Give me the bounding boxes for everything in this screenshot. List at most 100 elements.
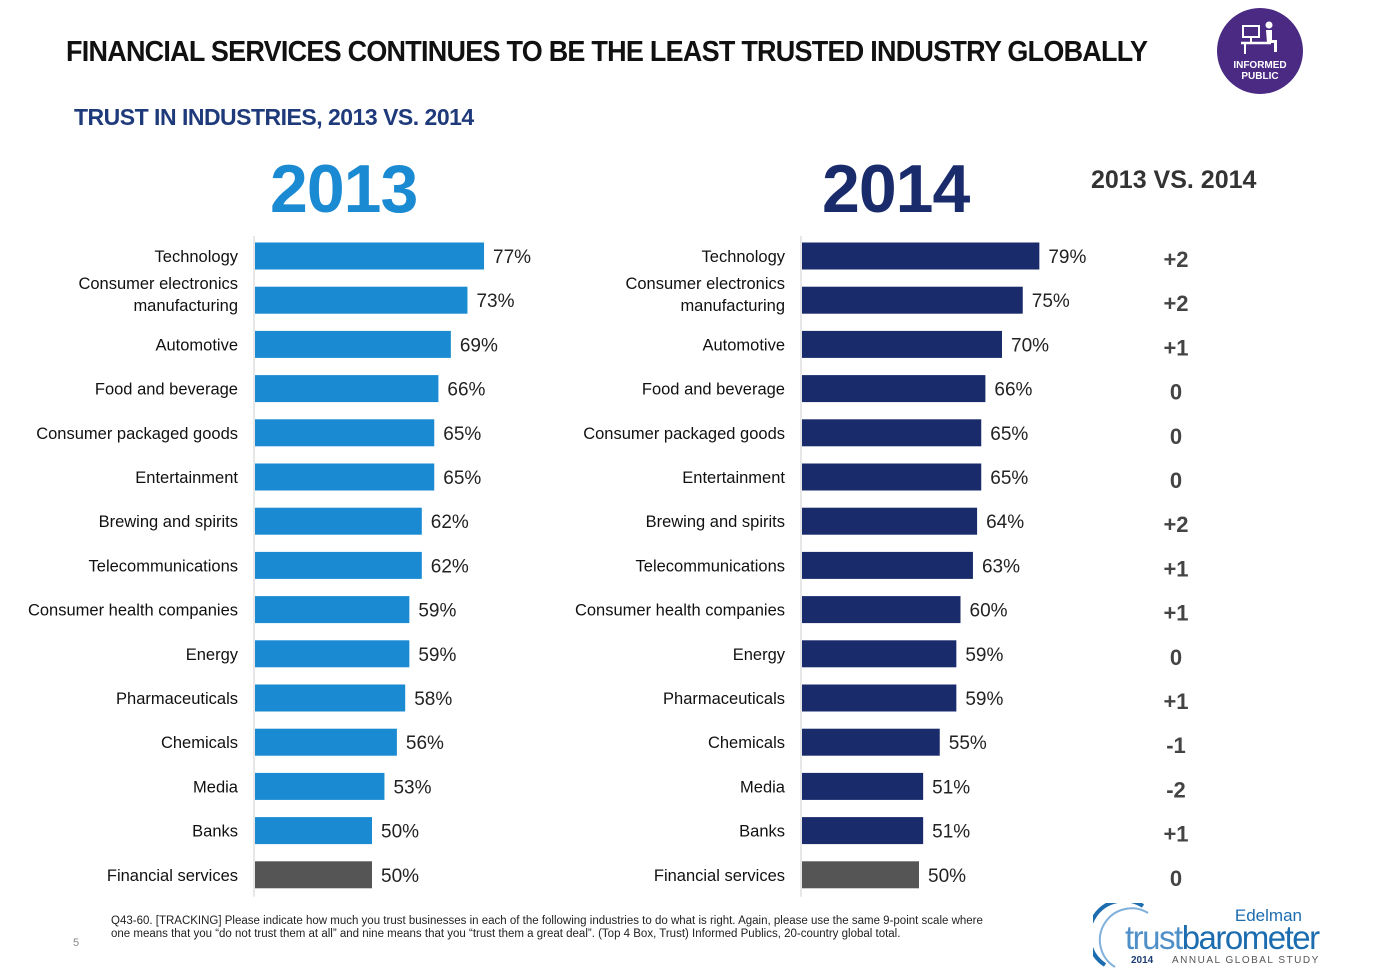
change-value: 0 (1170, 424, 1182, 449)
category-label-2013: Food and beverage (95, 381, 238, 399)
bar-2013 (255, 551, 422, 579)
value-label-2014: 70% (1011, 335, 1049, 356)
value-label-2013: 65% (443, 424, 481, 445)
value-label-2013: 59% (418, 645, 456, 666)
change-value: 0 (1170, 645, 1182, 670)
change-column-heading: 2013 VS. 2014 (1091, 166, 1257, 194)
category-label-2013: Banks (192, 823, 238, 841)
category-label-2014: Automotive (702, 336, 785, 354)
value-label-2013: 66% (447, 380, 485, 401)
bar-2014 (802, 375, 986, 403)
category-label-2014: Consumer health companies (575, 602, 785, 620)
value-label-2013: 50% (381, 822, 419, 843)
logo-brand: Edelman (1234, 906, 1302, 925)
value-label-2014: 65% (990, 468, 1028, 489)
category-label-2013: Media (193, 778, 239, 796)
value-label-2014: 65% (990, 424, 1028, 445)
footnote: Q43-60. [TRACKING] Please indicate how m… (111, 915, 1086, 941)
logo-year: 2014 (1131, 955, 1154, 966)
bar-2014 (802, 242, 1040, 270)
bar-2013 (255, 330, 451, 358)
value-label-2013: 69% (460, 335, 498, 356)
bar-2013 (255, 419, 435, 447)
value-label-2014: 50% (928, 866, 966, 887)
bar-2013 (255, 640, 410, 668)
change-value: -2 (1166, 777, 1186, 802)
change-value: +2 (1163, 512, 1188, 537)
category-label-2014: Consumer packaged goods (583, 425, 785, 443)
category-label-2014: Pharmaceuticals (663, 690, 785, 708)
category-label-2014: Telecommunications (636, 557, 785, 575)
category-label-2013: Financial services (107, 867, 238, 885)
category-label-2014: Technology (702, 248, 786, 266)
chart-subtitle: TRUST IN INDUSTRIES, 2013 VS. 2014 (74, 104, 474, 130)
change-value: +2 (1163, 247, 1188, 272)
value-label-2013: 53% (393, 777, 431, 798)
category-label-2013: Chemicals (161, 734, 238, 752)
informed-public-badge: INFORMED PUBLIC (1217, 8, 1303, 94)
bar-2014 (802, 419, 982, 447)
category-label-2014: Entertainment (682, 469, 785, 487)
change-value: +1 (1163, 601, 1188, 626)
category-label-2014: Brewing and spirits (646, 513, 785, 531)
change-value: 0 (1170, 866, 1182, 891)
category-label-2014: Consumer electronics manufacturing (625, 275, 785, 315)
bar-2013 (255, 463, 435, 491)
value-label-2013: 62% (431, 556, 469, 577)
logo-word-2: barometer (1181, 919, 1320, 956)
bar-2013 (255, 242, 485, 270)
bar-2014 (802, 507, 978, 535)
value-label-2013: 62% (431, 512, 469, 533)
category-label-2014: Energy (733, 646, 786, 664)
value-label-2014: 51% (932, 777, 970, 798)
value-label-2014: 59% (965, 645, 1003, 666)
logo-wordmark: trustbarometer (1125, 919, 1320, 957)
bar-2013 (255, 286, 468, 314)
bar-2014 (802, 817, 924, 845)
category-label-2013: Consumer packaged goods (36, 425, 238, 443)
change-value: +1 (1163, 335, 1188, 360)
value-label-2014: 63% (982, 556, 1020, 577)
category-label-2014: Food and beverage (642, 381, 785, 399)
category-label-2013: Consumer electronics manufacturing (78, 275, 238, 315)
bar-2013 (255, 507, 422, 535)
value-label-2013: 77% (493, 247, 531, 268)
trustbarometer-logo: Edelman trustbarometer 2014 ANNUAL GLOBA… (1093, 903, 1320, 973)
value-label-2013: 58% (414, 689, 452, 710)
change-value: +1 (1163, 689, 1188, 714)
category-label-2014: Media (740, 778, 786, 796)
change-value: -1 (1166, 733, 1186, 758)
value-label-2014: 66% (994, 380, 1032, 401)
panel-title-2013: 2013 (270, 151, 418, 227)
category-label-2013: Technology (155, 248, 239, 266)
value-label-2014: 64% (986, 512, 1024, 533)
bar-2013 (255, 375, 439, 403)
panel-title-2014: 2014 (822, 151, 970, 227)
value-label-2013: 65% (443, 468, 481, 489)
bar-2013 (255, 684, 406, 712)
bar-2014 (802, 330, 1002, 358)
bar-chart: 77% Technology 73% Consumer electronics manu… (28, 236, 1189, 897)
change-value: 0 (1170, 380, 1182, 405)
person-at-desk-icon (1241, 21, 1277, 54)
bar-2014 (802, 640, 957, 668)
category-label-2013: Entertainment (135, 469, 238, 487)
change-value: +1 (1163, 822, 1188, 847)
logo-arc-icon (1093, 903, 1149, 968)
bar-2014 (802, 728, 940, 756)
category-label-2014: Banks (739, 823, 785, 841)
badge-line-1: INFORMED (1233, 60, 1287, 71)
bar-2013 (255, 728, 397, 756)
value-label-2014: 60% (970, 601, 1008, 622)
bar-2014 (802, 861, 919, 889)
bar-2014 (802, 772, 924, 800)
value-label-2013: 73% (476, 291, 514, 312)
category-label-2014: Chemicals (708, 734, 785, 752)
category-label-2014: Financial services (654, 867, 785, 885)
value-label-2014: 79% (1048, 247, 1086, 268)
category-label-2013: Automotive (155, 336, 238, 354)
bar-2013 (255, 772, 385, 800)
category-label-2013: Pharmaceuticals (116, 690, 238, 708)
bar-2014 (802, 596, 961, 624)
bar-2014 (802, 551, 973, 579)
